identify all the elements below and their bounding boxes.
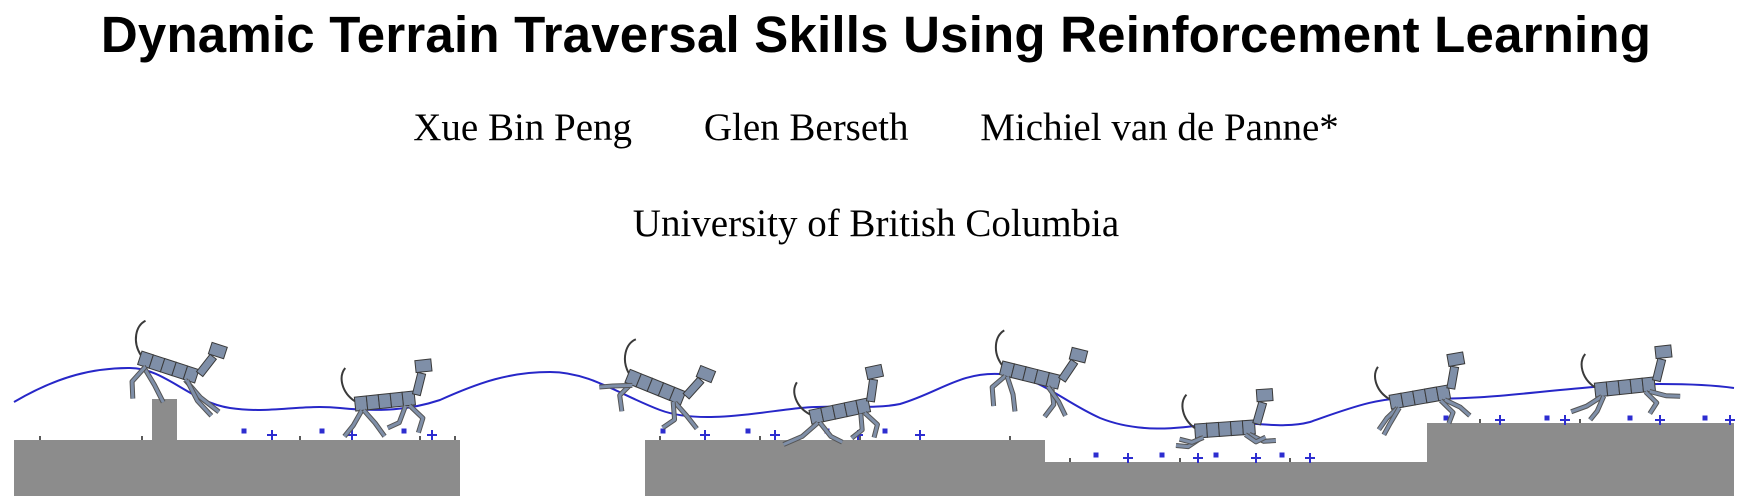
affiliation: University of British Columbia	[632, 202, 1120, 245]
marker-plus	[1560, 415, 1570, 425]
dog-pose	[1175, 388, 1277, 450]
marker-square	[1279, 452, 1285, 458]
marker-square	[660, 428, 666, 434]
marker-square	[1159, 452, 1165, 458]
dog-pose	[1374, 351, 1472, 437]
marker-square	[1443, 415, 1449, 421]
foot-markers	[241, 415, 1735, 463]
marker-square	[745, 428, 751, 434]
marker-square	[1093, 452, 1099, 458]
dog-poses	[129, 319, 1681, 450]
marker-square	[241, 428, 247, 434]
ground-block-1	[14, 440, 460, 496]
marker-plus	[1495, 415, 1505, 425]
dog-pose	[129, 319, 228, 418]
marker-square	[1544, 415, 1550, 421]
author-list: Xue Bin Peng Glen Berseth Michiel van de…	[0, 104, 1752, 152]
marker-square	[1213, 452, 1219, 458]
marker-plus	[1251, 453, 1261, 463]
marker-square	[1702, 415, 1708, 421]
author-3: Michiel van de Panne*	[980, 106, 1339, 149]
author-2: Glen Berseth	[703, 106, 909, 149]
terrain	[14, 399, 1734, 496]
marker-square	[1627, 415, 1633, 421]
terrain-ticks	[39, 419, 1661, 462]
marker-plus	[770, 430, 780, 440]
marker-plus	[267, 430, 277, 440]
ground-step-down	[1045, 462, 1427, 496]
marker-plus	[427, 430, 437, 440]
terrain-traversal-figure	[13, 319, 1735, 496]
dog-pose	[1570, 344, 1681, 422]
marker-plus	[1305, 453, 1315, 463]
dog-pose	[989, 329, 1089, 419]
author-1: Xue Bin Peng	[413, 106, 633, 149]
ground-step-up	[1427, 423, 1734, 496]
marker-plus	[700, 430, 710, 440]
marker-square	[319, 428, 325, 434]
marker-plus	[1655, 415, 1665, 425]
dog-pose	[599, 338, 717, 431]
marker-plus	[1123, 453, 1133, 463]
wall-obstacle	[152, 399, 177, 441]
marker-square	[882, 428, 888, 434]
marker-square	[401, 428, 407, 434]
ground-block-2	[645, 440, 1045, 496]
dog-pose	[782, 363, 885, 447]
paper-title: Dynamic Terrain Traversal Skills Using R…	[100, 6, 1652, 63]
dog-pose	[340, 358, 433, 439]
teaser-figure	[0, 300, 1752, 496]
marker-plus	[1193, 453, 1203, 463]
marker-plus	[1725, 415, 1735, 425]
marker-plus	[915, 430, 925, 440]
